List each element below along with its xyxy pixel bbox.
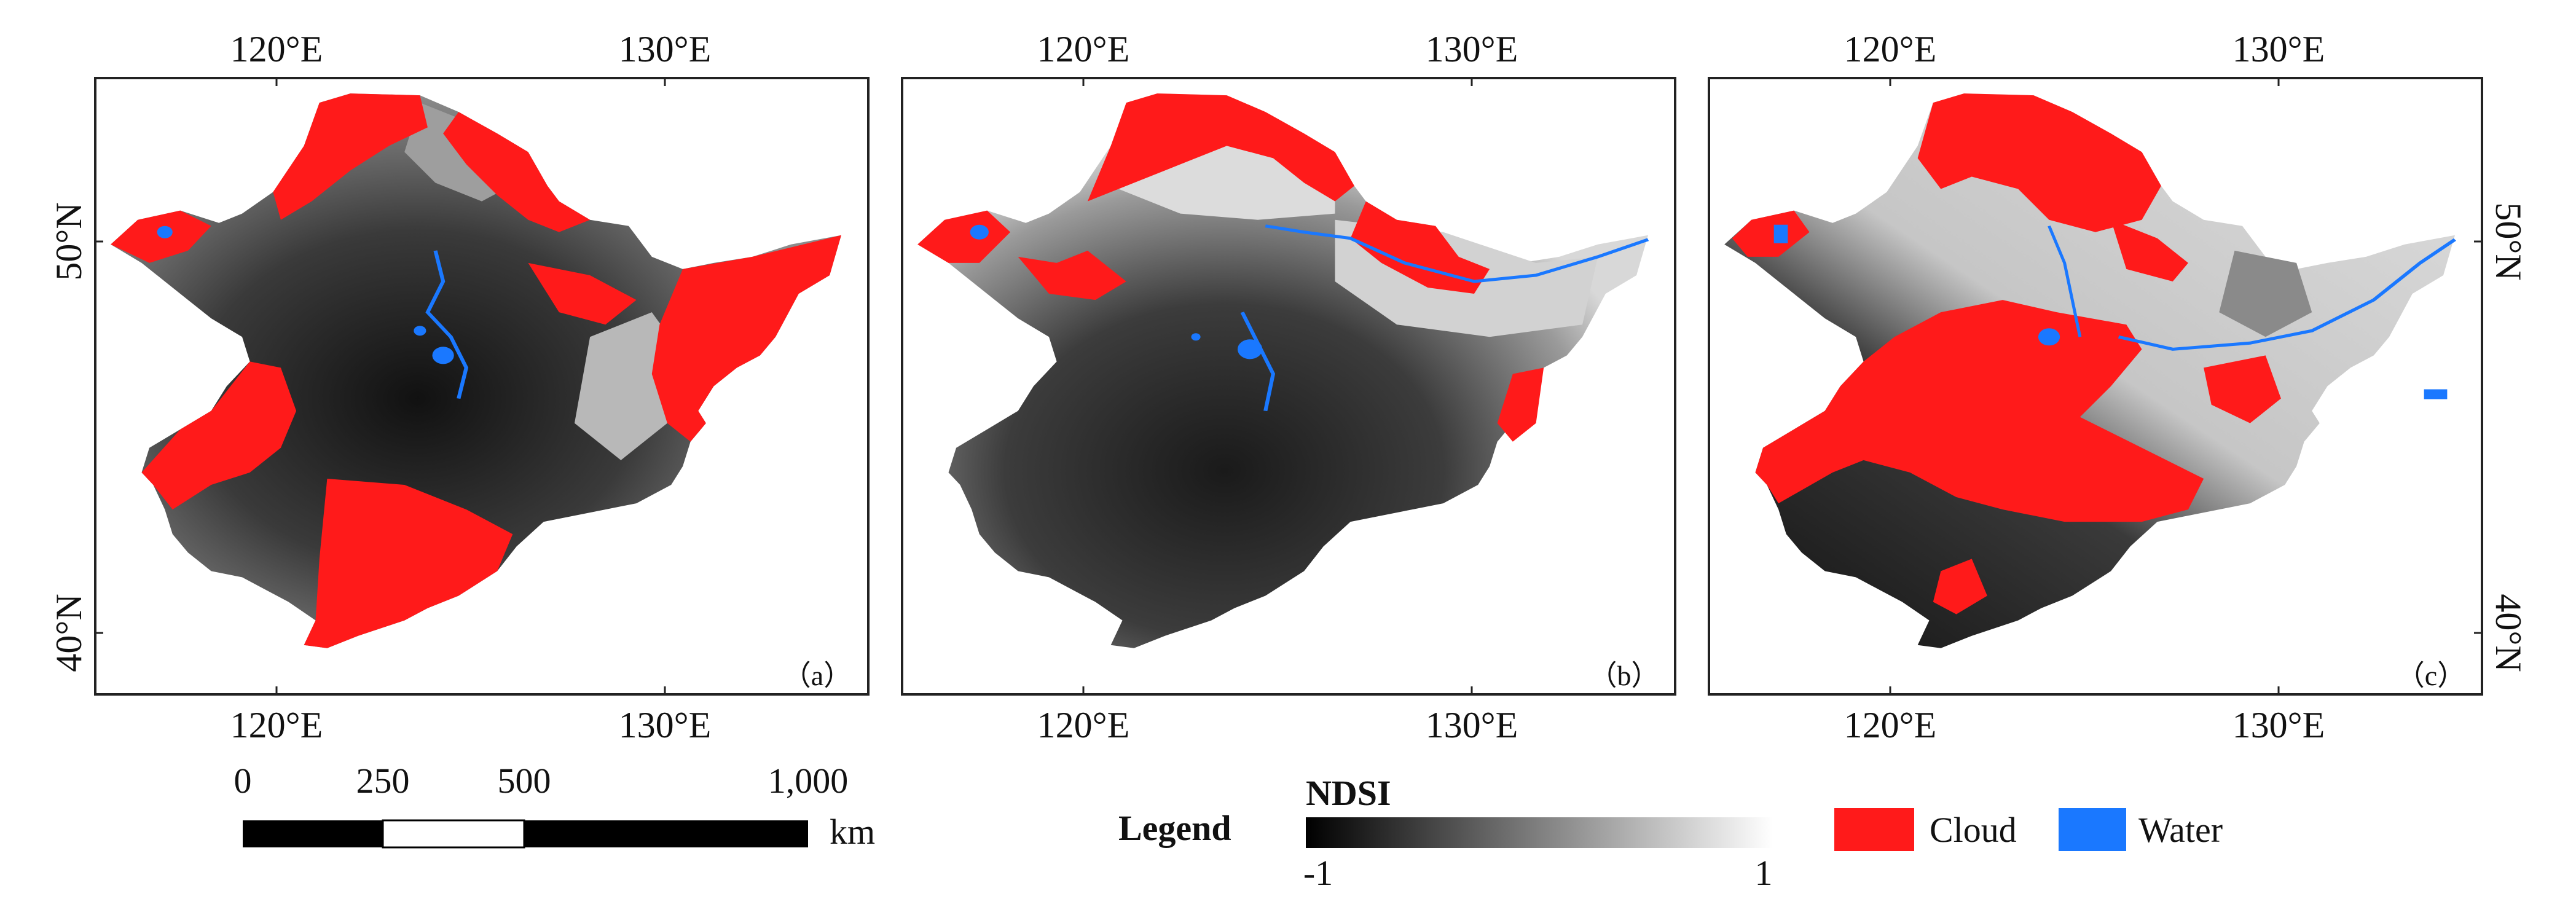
water-body — [414, 326, 426, 336]
map-region-c — [1724, 93, 2456, 648]
ndsi-title: NDSI — [1306, 773, 1391, 813]
tick-label-top-a1: 120°E — [230, 29, 323, 69]
scale-label-500: 500 — [498, 761, 551, 801]
ndsi-max-label: 1 — [1755, 853, 1773, 893]
scale-segment — [382, 819, 525, 849]
tick-label-left-a1: 50°N — [49, 202, 89, 280]
tick-label-top-b1: 120°E — [1037, 29, 1130, 69]
ndsi-min-label: -1 — [1303, 853, 1333, 893]
tick-label-bottom-b2: 130°E — [1426, 705, 1518, 745]
tick-label-bottom-b1: 120°E — [1037, 705, 1130, 745]
cloud-area — [304, 478, 513, 648]
tick-label-bottom-a2: 130°E — [619, 705, 712, 745]
panel-c — [1708, 77, 2483, 696]
panel-label-b: （b） — [1589, 660, 1660, 691]
cloud-area — [1497, 367, 1544, 442]
cloud-area — [141, 361, 297, 510]
scale-unit: km — [830, 812, 875, 852]
ndsi-colorbar — [1306, 817, 1773, 848]
snow-patch — [2219, 250, 2312, 337]
map-region-b — [917, 93, 1649, 648]
cloud-area — [1917, 93, 2161, 232]
water-river — [2048, 226, 2082, 337]
water-body — [970, 224, 989, 240]
water-body — [1773, 224, 1788, 243]
water-label: Water — [2138, 810, 2223, 850]
water-river — [425, 250, 469, 399]
cloud-area — [2204, 355, 2281, 423]
cloud-label: Cloud — [1930, 810, 2017, 850]
cloud-area — [528, 262, 637, 325]
tick-label-bottom-c1: 120°E — [1844, 705, 1937, 745]
scale-label-0: 0 — [234, 761, 252, 801]
cloud-area — [1732, 210, 1810, 257]
water-river — [1265, 224, 1649, 283]
water-river — [2118, 238, 2456, 351]
panel-label-a: （a） — [783, 660, 852, 691]
legend-title: Legend — [1118, 808, 1231, 848]
cloud-area — [1933, 559, 1987, 614]
cloud-area — [1350, 201, 1490, 294]
tick-label-top-a2: 130°E — [619, 29, 712, 69]
tick-label-right-c2: 40°N — [2488, 594, 2529, 672]
water-river — [1240, 312, 1276, 412]
cloud-area — [1018, 250, 1126, 300]
water-body — [2424, 389, 2448, 399]
cloud-area — [651, 235, 841, 442]
tick-label-bottom-a1: 120°E — [230, 705, 323, 745]
cloud-area — [1755, 300, 2204, 522]
tick-label-top-c1: 120°E — [1844, 29, 1937, 69]
cloud-area — [443, 112, 591, 232]
tick-label-left-a2: 40°N — [49, 594, 89, 672]
water-body — [432, 347, 454, 364]
water-body — [1237, 339, 1263, 359]
panel-b — [901, 77, 1676, 696]
tick-label-top-b2: 130°E — [1426, 29, 1518, 69]
snow-patch — [574, 312, 683, 460]
tick-label-top-c2: 130°E — [2232, 29, 2325, 69]
scale-segment — [524, 820, 808, 847]
map-region-a — [111, 93, 841, 648]
water-body — [157, 226, 173, 238]
water-body — [2038, 328, 2060, 346]
cloud-area — [273, 93, 428, 220]
cloud-swatch — [1834, 808, 1914, 851]
panel-label-c: （c） — [2397, 660, 2465, 691]
cloud-area — [2111, 219, 2188, 281]
scale-label-250: 250 — [356, 761, 410, 801]
scale-segment — [243, 820, 383, 847]
water-body — [1191, 333, 1201, 341]
tick-label-bottom-c2: 130°E — [2232, 705, 2325, 745]
scale-label-1000: 1,000 — [768, 761, 849, 801]
scale-bar: 0 250 500 1,000 km — [234, 761, 876, 852]
cloud-area — [917, 210, 1011, 263]
tick-marks — [95, 78, 2482, 694]
panel-a — [94, 77, 870, 696]
legend: Legend NDSI -1 1 Cloud Water — [1118, 773, 2223, 893]
cloud-area — [1087, 93, 1354, 202]
water-swatch — [2059, 808, 2126, 851]
tick-label-right-c1: 50°N — [2488, 202, 2529, 280]
